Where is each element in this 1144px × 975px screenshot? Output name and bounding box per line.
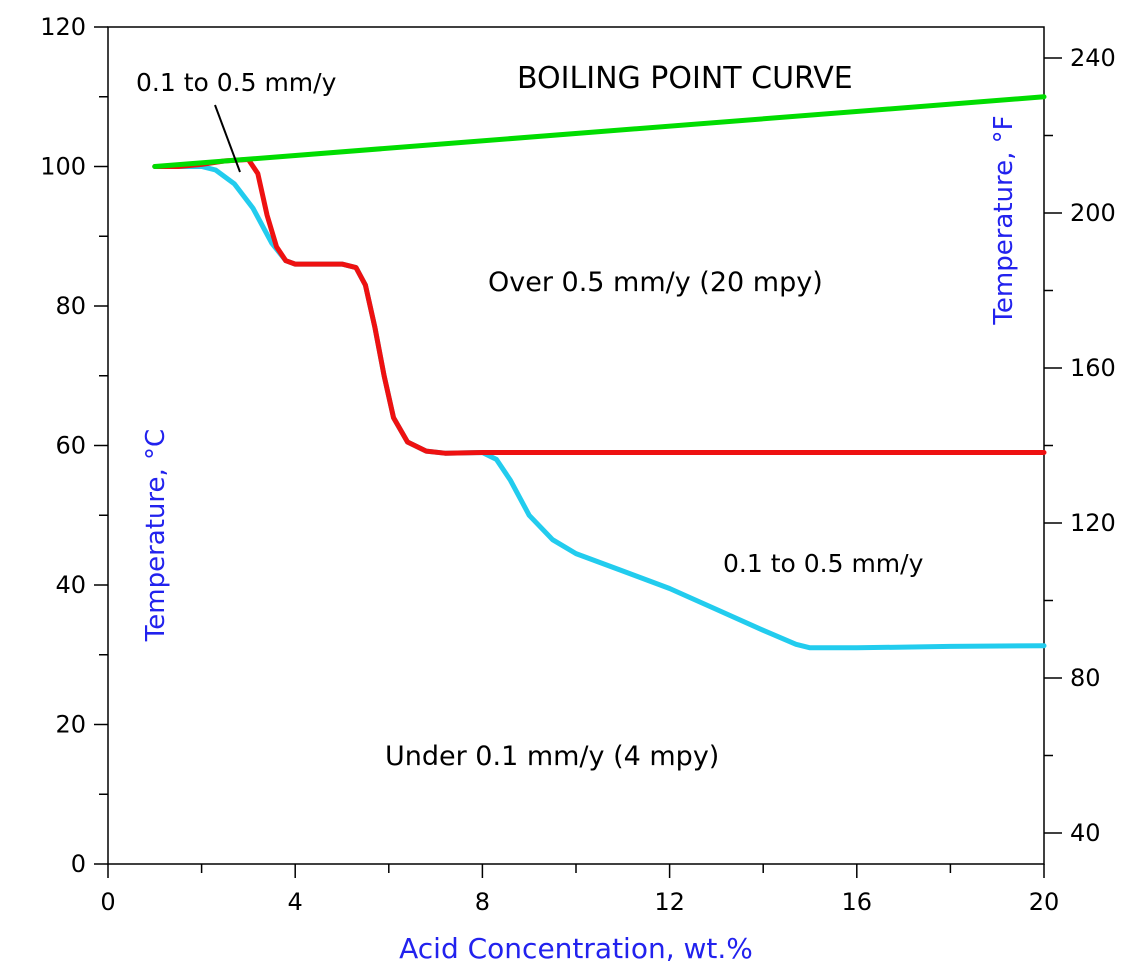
y-axis-title-fahrenheit: Temperature, °F <box>989 115 1019 325</box>
x-tick-label: 0 <box>100 888 115 916</box>
x-axis-title: Acid Concentration, wt.% <box>399 932 753 965</box>
x-tick-label: 8 <box>475 888 490 916</box>
x-tick-label: 16 <box>842 888 873 916</box>
series-lines <box>152 94 1047 651</box>
y-tick-label: 100 <box>40 153 86 181</box>
red-curve <box>152 157 1047 456</box>
y2-tick-label: 200 <box>1070 199 1116 227</box>
boiling-point-curve <box>152 94 1047 169</box>
annotation-under-range: Under 0.1 mm/y (4 mpy) <box>385 741 719 772</box>
y-tick-label: 120 <box>40 13 86 41</box>
plot-frame <box>107 26 1045 865</box>
x-tick-label: 12 <box>654 888 685 916</box>
y2-tick-label: 40 <box>1070 819 1101 847</box>
y-axis-title-celsius: Temperature, °C <box>141 429 171 642</box>
x-tick-label: 20 <box>1029 888 1060 916</box>
axis-ticks <box>94 26 1062 878</box>
annotation-over-range: Over 0.5 mm/y (20 mpy) <box>488 267 823 298</box>
annotation-leader-line <box>214 104 241 173</box>
y-tick-label: 0 <box>71 850 86 878</box>
y2-tick-label: 80 <box>1070 664 1101 692</box>
annotation-mid-range: 0.1 to 0.5 mm/y <box>723 549 924 578</box>
annotation-small-range-top: 0.1 to 0.5 mm/y <box>136 68 337 97</box>
y2-tick-label: 120 <box>1070 509 1116 537</box>
y-tick-label: 20 <box>55 711 86 739</box>
y2-tick-label: 160 <box>1070 354 1116 382</box>
y-tick-label: 40 <box>55 571 86 599</box>
x-tick-label: 4 <box>288 888 303 916</box>
boiling-point-label: BOILING POINT CURVE <box>517 61 853 96</box>
y2-tick-label: 240 <box>1070 44 1116 72</box>
y-tick-label: 80 <box>55 292 86 320</box>
y-tick-label: 60 <box>55 432 86 460</box>
